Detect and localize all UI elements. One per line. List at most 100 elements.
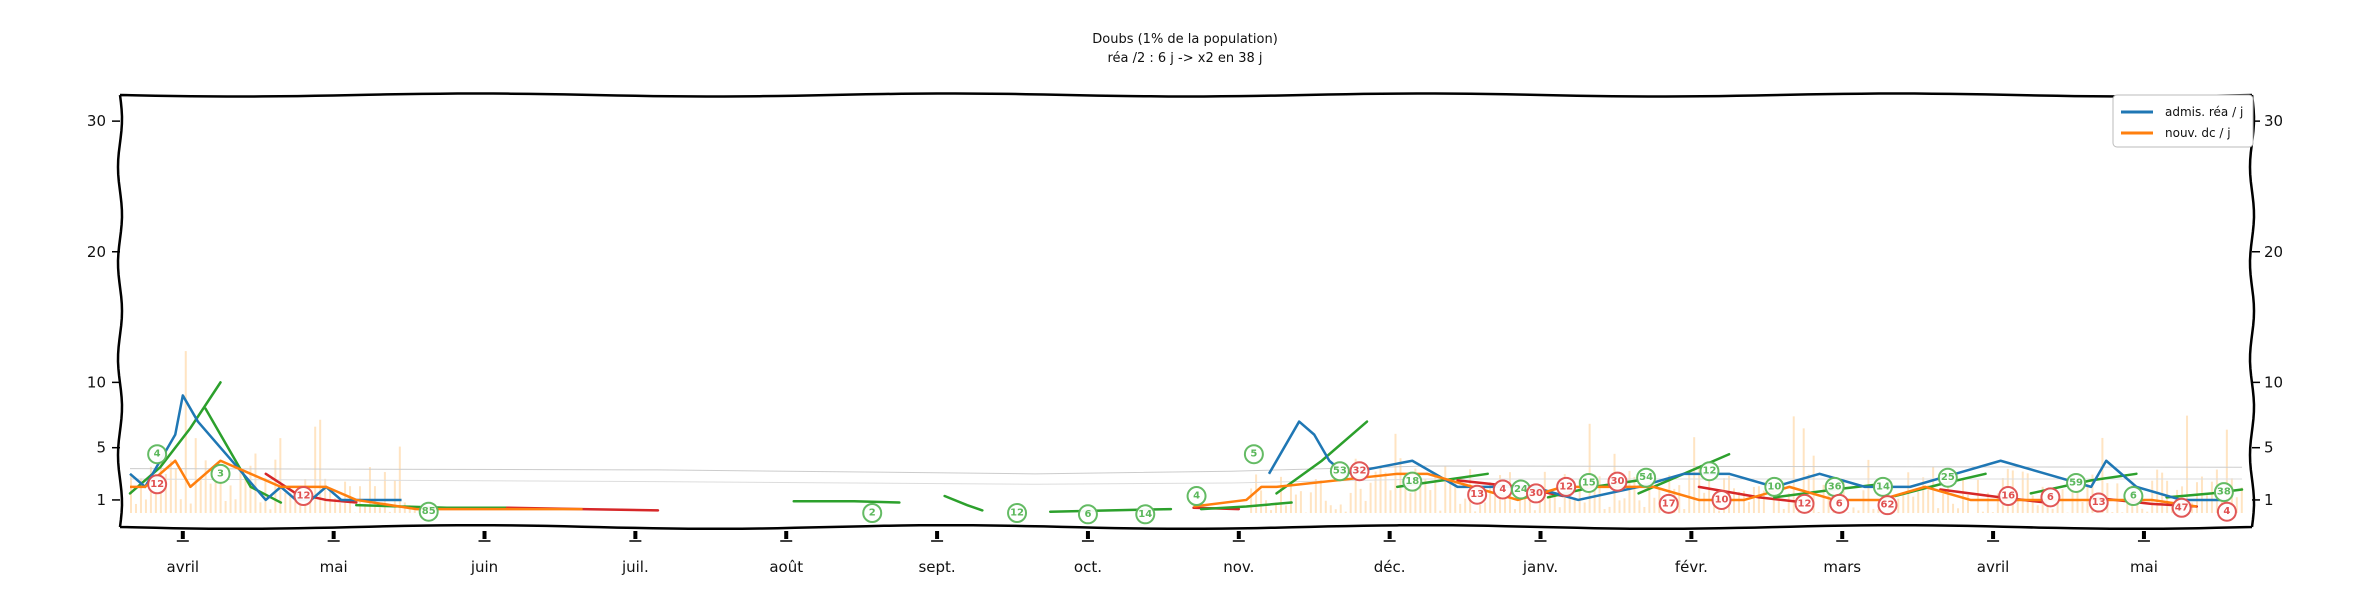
y-tick-label-left: 1 <box>96 491 106 509</box>
annotation-badge-label: 5 <box>1250 449 1257 460</box>
daily-bar <box>1344 511 1347 513</box>
annotation-badge-label: 16 <box>2001 491 2015 502</box>
annotation-badge-label: 4 <box>2223 506 2230 517</box>
daily-bar <box>2026 473 2029 513</box>
annotation-badge-label: 54 <box>1639 472 1653 483</box>
daily-bar <box>269 509 272 513</box>
annotation-badge-label: 47 <box>2175 502 2189 513</box>
y-tick-label-right: 1 <box>2264 491 2274 509</box>
x-tick-mark <box>1689 531 1694 539</box>
annotation-badge-label: 59 <box>2069 477 2083 488</box>
daily-bar <box>1902 491 1905 513</box>
daily-bar <box>1279 476 1282 513</box>
daily-bar <box>2156 469 2159 513</box>
daily-bar <box>1937 508 1940 513</box>
annotation-badge-circle <box>293 486 314 507</box>
daily-bar <box>1374 471 1377 513</box>
daily-bar <box>289 492 292 513</box>
chart-title: Doubs (1% de la population) <box>1092 32 1278 47</box>
daily-bar <box>1986 492 1989 513</box>
annotation-badge-label: 15 <box>1582 477 1596 488</box>
annotation-badge-circle <box>1243 444 1264 465</box>
daily-bar <box>254 453 257 513</box>
trend-line-up <box>1275 420 1369 495</box>
x-tick-mark <box>1840 531 1845 539</box>
daily-bar <box>174 469 177 513</box>
daily-bar <box>1922 477 1925 513</box>
daily-bar <box>1742 490 1745 513</box>
annotation-badge: 36 <box>1824 476 1845 497</box>
x-tick-label: mars <box>1823 558 1861 576</box>
daily-bar <box>1484 502 1487 513</box>
annotation-badge-label: 30 <box>1610 476 1624 487</box>
daily-bar <box>1573 497 1576 513</box>
daily-bar <box>284 492 287 513</box>
daily-bar <box>2121 512 2124 513</box>
daily-bar <box>1981 511 1984 513</box>
daily-bar <box>1419 483 1422 513</box>
daily-bar <box>1339 504 1342 513</box>
annotation-badge-label: 14 <box>1876 481 1890 492</box>
annotation-badge-circle <box>147 444 168 465</box>
x-tick-label: déc. <box>1374 558 1406 576</box>
daily-bar <box>388 511 391 513</box>
daily-bar <box>169 460 172 513</box>
daily-bar <box>2126 502 2129 513</box>
daily-bar <box>1504 497 1507 513</box>
daily-bar <box>1917 491 1920 513</box>
annotation-badge-circle <box>1607 471 1628 492</box>
daily-bar <box>1533 510 1536 513</box>
annotation-badge: 12 <box>1699 461 1720 482</box>
annotation-badge-circle <box>1578 472 1599 493</box>
annotation-badge-circle <box>1937 467 1958 488</box>
daily-bar <box>1464 498 1467 513</box>
daily-bar <box>1608 506 1611 513</box>
daily-bar <box>383 472 386 513</box>
daily-bar <box>1593 474 1596 513</box>
daily-bar <box>2205 495 2208 513</box>
daily-bar <box>1802 428 1805 513</box>
annotation-badge-circle <box>1699 461 1720 482</box>
daily-bar <box>1275 502 1278 513</box>
daily-bar <box>1628 470 1631 513</box>
annotation-badge-label: 13 <box>1470 489 1484 500</box>
daily-bar <box>309 500 312 513</box>
daily-bar <box>1812 455 1815 513</box>
daily-bar <box>1618 500 1621 513</box>
annotation-badge-label: 24 <box>1514 484 1528 495</box>
annotation-badge: 10 <box>1711 489 1732 510</box>
daily-bar <box>1683 509 1686 513</box>
daily-bar <box>1379 466 1382 513</box>
daily-bar <box>1250 488 1253 513</box>
daily-bar <box>1299 491 1302 513</box>
daily-bar <box>1354 458 1357 513</box>
daily-bar <box>1583 502 1586 513</box>
daily-bar <box>1653 497 1656 513</box>
daily-bar <box>1822 484 1825 513</box>
daily-bar <box>1439 510 1442 513</box>
annotation-badge-label: 18 <box>1405 476 1419 487</box>
daily-bar <box>1265 500 1268 513</box>
daily-bar <box>2151 480 2154 513</box>
annotation-badge-circle <box>1636 467 1657 488</box>
daily-bar <box>1434 472 1437 513</box>
annotation-badge: 10 <box>1764 476 1785 497</box>
daily-bar <box>1658 487 1661 513</box>
annotation-badge-circle <box>1872 476 1893 497</box>
x-tick-mark <box>2141 531 2146 539</box>
annotation-badge-circle <box>1794 493 1815 514</box>
daily-bar <box>134 503 137 513</box>
annotation-badge: 12 <box>1794 493 1815 514</box>
annotation-badge-label: 36 <box>1828 481 1842 492</box>
legend-label-dc: nouv. dc / j <box>2165 126 2231 140</box>
annotation-badge-label: 3 <box>217 468 224 479</box>
daily-bar <box>1588 423 1591 513</box>
daily-bar <box>339 503 342 513</box>
x-tick-label: oct. <box>1074 558 1102 576</box>
daily-bar <box>1489 482 1492 513</box>
daily-bar <box>1603 509 1606 513</box>
y-tick-label-left: 5 <box>96 439 106 457</box>
annotation-badge: 62 <box>1877 495 1898 516</box>
annotation-badge-label: 4 <box>1499 484 1506 495</box>
